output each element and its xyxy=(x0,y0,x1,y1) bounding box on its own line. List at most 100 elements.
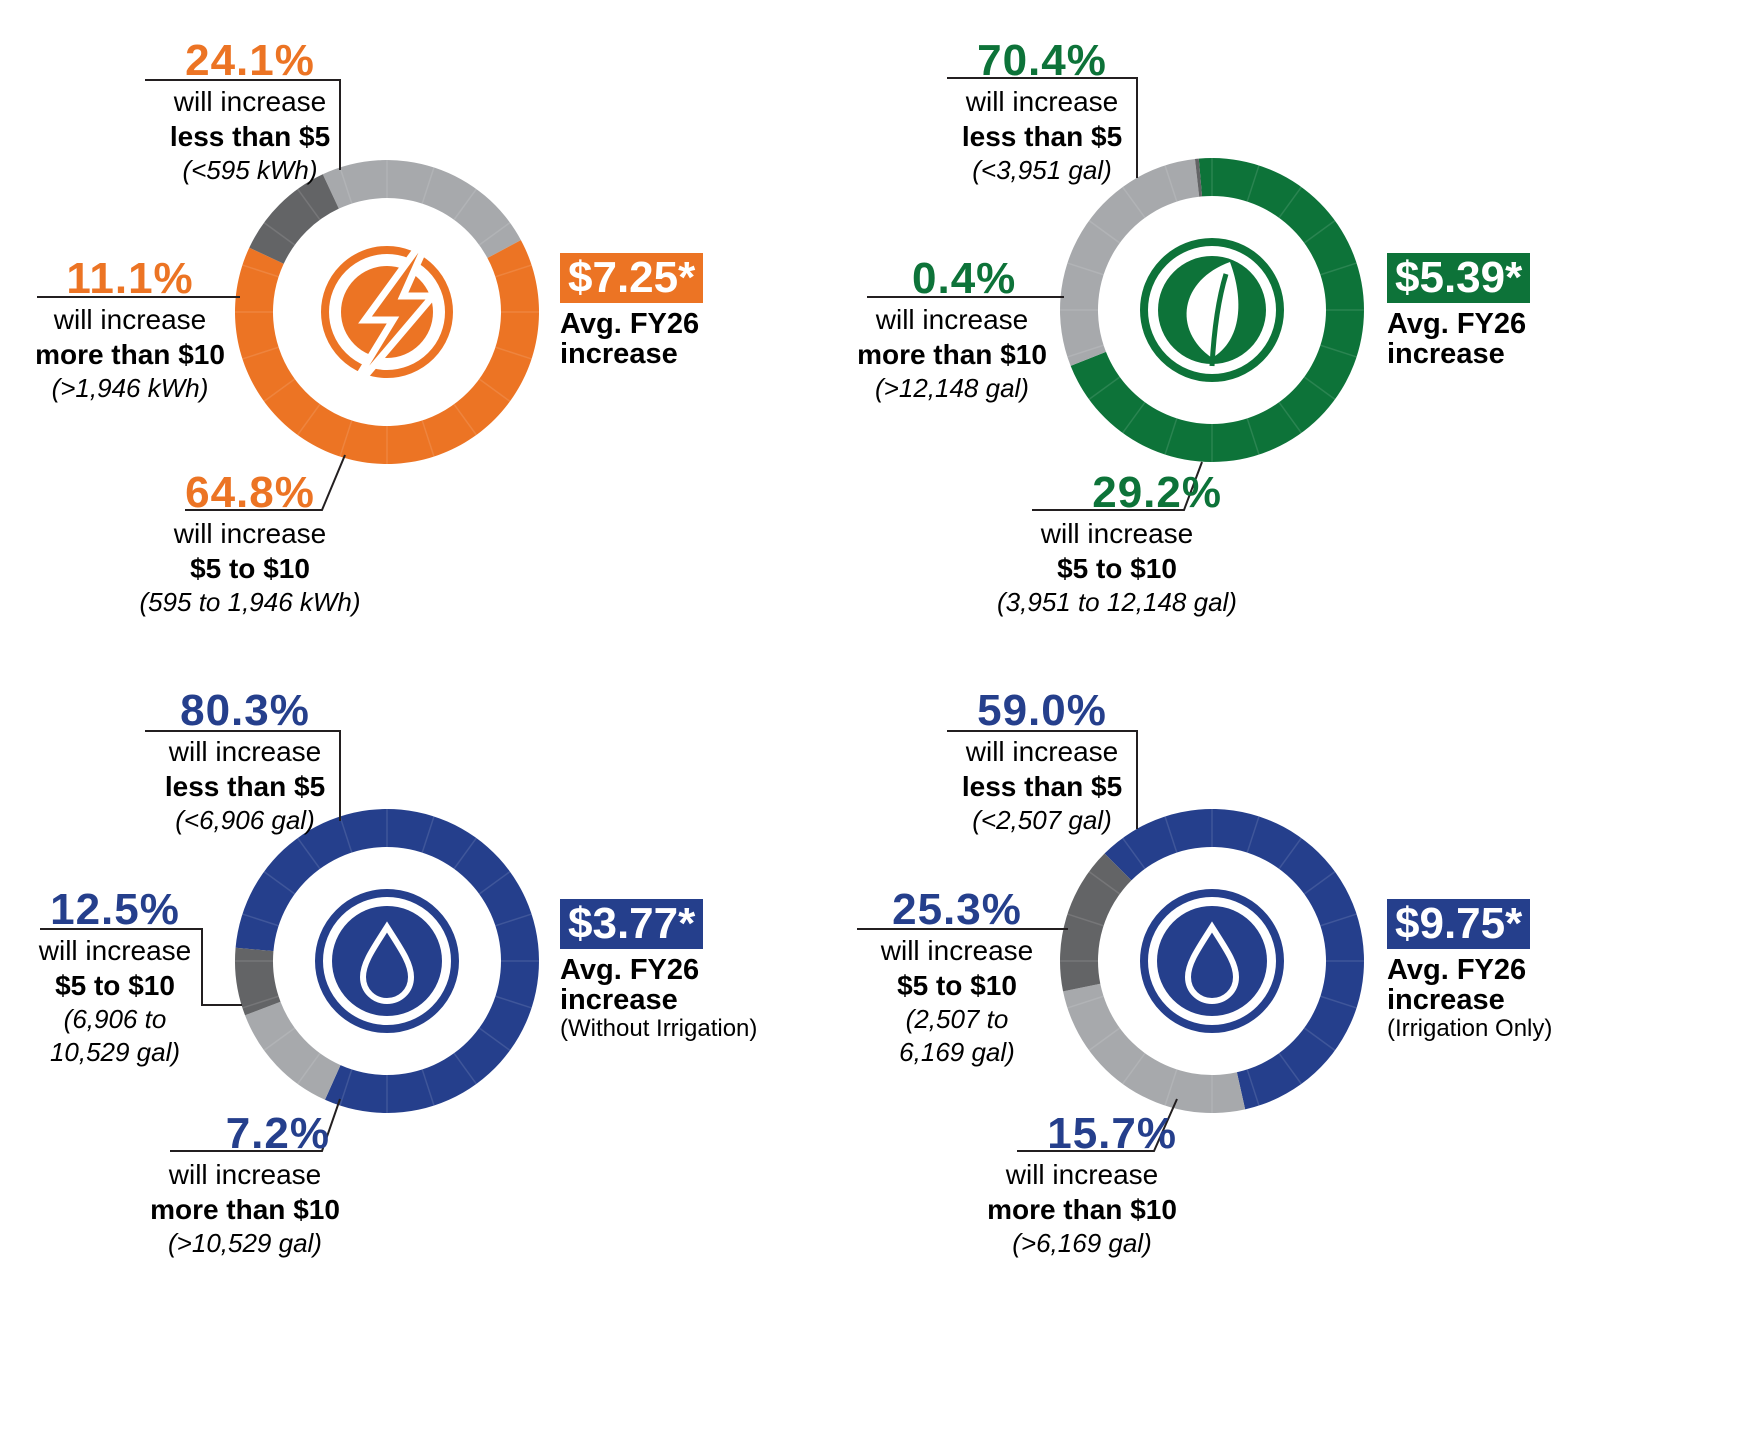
donut-divider xyxy=(263,871,296,895)
donut-divider xyxy=(1122,1052,1146,1085)
donut-divider xyxy=(1164,1069,1178,1106)
leader-line xyxy=(145,730,341,821)
segment-range: more than $10 xyxy=(150,1194,340,1226)
average-amount-badge: $7.25* xyxy=(560,253,704,303)
donut-divider xyxy=(297,837,321,870)
electric-donut-chart xyxy=(37,79,540,511)
leader-line xyxy=(145,79,341,170)
average-amount-badge: $5.39* xyxy=(1387,253,1531,303)
donut-divider xyxy=(297,1052,321,1085)
segment-percent: 80.3% xyxy=(180,686,310,735)
donut-divider xyxy=(1122,401,1146,434)
donut-divider xyxy=(1067,995,1104,1009)
segment-range: more than $10 xyxy=(35,339,225,371)
donut-divider xyxy=(1320,262,1357,276)
segment-usage: (<2,507 gal) xyxy=(972,805,1112,836)
donut-divider xyxy=(1320,344,1357,358)
segment-usage: (>10,529 gal) xyxy=(168,1228,322,1259)
donut-divider xyxy=(495,346,532,360)
segment-action: will increase xyxy=(1040,518,1194,550)
segment-action: will increase xyxy=(53,304,207,336)
segment-action: will increase xyxy=(173,518,327,550)
segment-usage: (2,507 to xyxy=(905,1004,1009,1035)
donut-slice-more-than-10 xyxy=(1060,853,1132,992)
donut-divider xyxy=(242,264,279,278)
average-note: (Without Irrigation) xyxy=(560,1015,758,1042)
segment-range: less than $5 xyxy=(961,121,1123,153)
segment-usage: (<595 kWh) xyxy=(182,155,318,186)
segment-range: less than $5 xyxy=(169,121,331,153)
average-caption: Avg. FY26 xyxy=(560,954,700,986)
donut-divider xyxy=(242,346,279,360)
donut-divider xyxy=(1303,220,1336,244)
leader-line xyxy=(947,77,1138,178)
donut-divider xyxy=(421,420,435,457)
segment-usage: (<6,906 gal) xyxy=(175,805,315,836)
segment-percent: 12.5% xyxy=(50,885,180,934)
donut-divider xyxy=(1278,1052,1302,1085)
segment-label-less-than-5: 70.4% will increase less than $5 (<3,951… xyxy=(942,37,1142,187)
donut-divider xyxy=(1088,220,1121,244)
segment-percent: 0.4% xyxy=(912,254,1017,303)
donut-divider xyxy=(339,1069,353,1106)
segment-range: $5 to $10 xyxy=(190,553,310,585)
donut-divider xyxy=(242,995,279,1009)
donut-divider xyxy=(1246,418,1260,455)
irrigation-donut-chart xyxy=(857,730,1364,1152)
water-drop-icon xyxy=(315,889,459,1033)
segment-usage: (>12,148 gal) xyxy=(875,373,1029,404)
donut-divider xyxy=(1067,913,1104,927)
average-caption: increase xyxy=(1387,984,1505,1016)
donut-divider xyxy=(421,816,435,853)
segment-percent: 11.1% xyxy=(66,254,194,303)
donut-slice-more-than-10 xyxy=(249,174,339,264)
donut-divider xyxy=(453,403,477,436)
segment-percent: 59.0% xyxy=(977,686,1107,735)
donut-slice-5-to-10 xyxy=(245,1001,341,1100)
average-caption: Avg. FY26 xyxy=(1387,954,1527,986)
segment-usage: 6,169 gal) xyxy=(899,1036,1015,1067)
average-caption: Avg. FY26 xyxy=(1387,308,1527,340)
donut-divider xyxy=(453,1052,477,1085)
leader-line xyxy=(185,454,346,511)
segment-usage: (595 to 1,946 kWh) xyxy=(139,587,361,618)
leader-line xyxy=(40,928,242,1006)
donut-divider xyxy=(339,420,353,457)
donut-divider xyxy=(495,264,532,278)
segment-percent: 7.2% xyxy=(225,1109,330,1158)
segment-label-5-to-10: 29.2% will increase $5 to $10 (3,951 to … xyxy=(982,469,1252,619)
donut-divider xyxy=(1164,418,1178,455)
donut-divider xyxy=(453,837,477,870)
donut-divider xyxy=(1320,995,1357,1009)
average-caption: increase xyxy=(1387,338,1505,370)
average-caption: Avg. FY26 xyxy=(560,308,700,340)
segment-action: will increase xyxy=(173,86,327,118)
leader-line xyxy=(1017,1098,1178,1152)
water-donut-chart xyxy=(40,730,539,1152)
segment-range: $5 to $10 xyxy=(55,970,175,1002)
segment-label-5-to-10: 12.5% will increase $5 to $10 (6,906 to … xyxy=(15,885,215,1068)
donut-divider xyxy=(263,378,296,402)
segment-label-more-than-10: 0.4% will increase more than $10 (>12,14… xyxy=(842,254,1062,405)
segment-usage: (6,906 to xyxy=(63,1004,167,1035)
segment-action: will increase xyxy=(38,935,192,967)
leaf-icon xyxy=(1140,238,1284,382)
donut-slice-5-to-10 xyxy=(1063,983,1246,1113)
segment-range: more than $10 xyxy=(987,1194,1177,1226)
average-note: (Irrigation Only) xyxy=(1387,1015,1553,1042)
segment-usage: (>6,169 gal) xyxy=(1012,1228,1152,1259)
segment-label-more-than-10: 7.2% will increase more than $10 (>10,52… xyxy=(130,1109,360,1260)
segment-usage: (3,951 to 12,148 gal) xyxy=(997,587,1237,618)
segment-range: less than $5 xyxy=(961,771,1123,803)
donut-divider xyxy=(1246,1069,1260,1106)
donut-divider xyxy=(1164,816,1178,853)
segment-range: more than $10 xyxy=(857,339,1047,371)
lightning-bolt-icon xyxy=(321,221,453,405)
segment-label-more-than-10: 15.7% will increase more than $10 (>6,16… xyxy=(967,1110,1197,1260)
donut-divider xyxy=(297,403,321,436)
donut-divider xyxy=(1303,1027,1336,1051)
segment-action: will increase xyxy=(1005,1159,1159,1191)
average-increase: $5.39* Avg. FY26 increase xyxy=(1387,253,1531,370)
donut-divider xyxy=(1088,871,1121,895)
leader-line xyxy=(1032,461,1203,511)
